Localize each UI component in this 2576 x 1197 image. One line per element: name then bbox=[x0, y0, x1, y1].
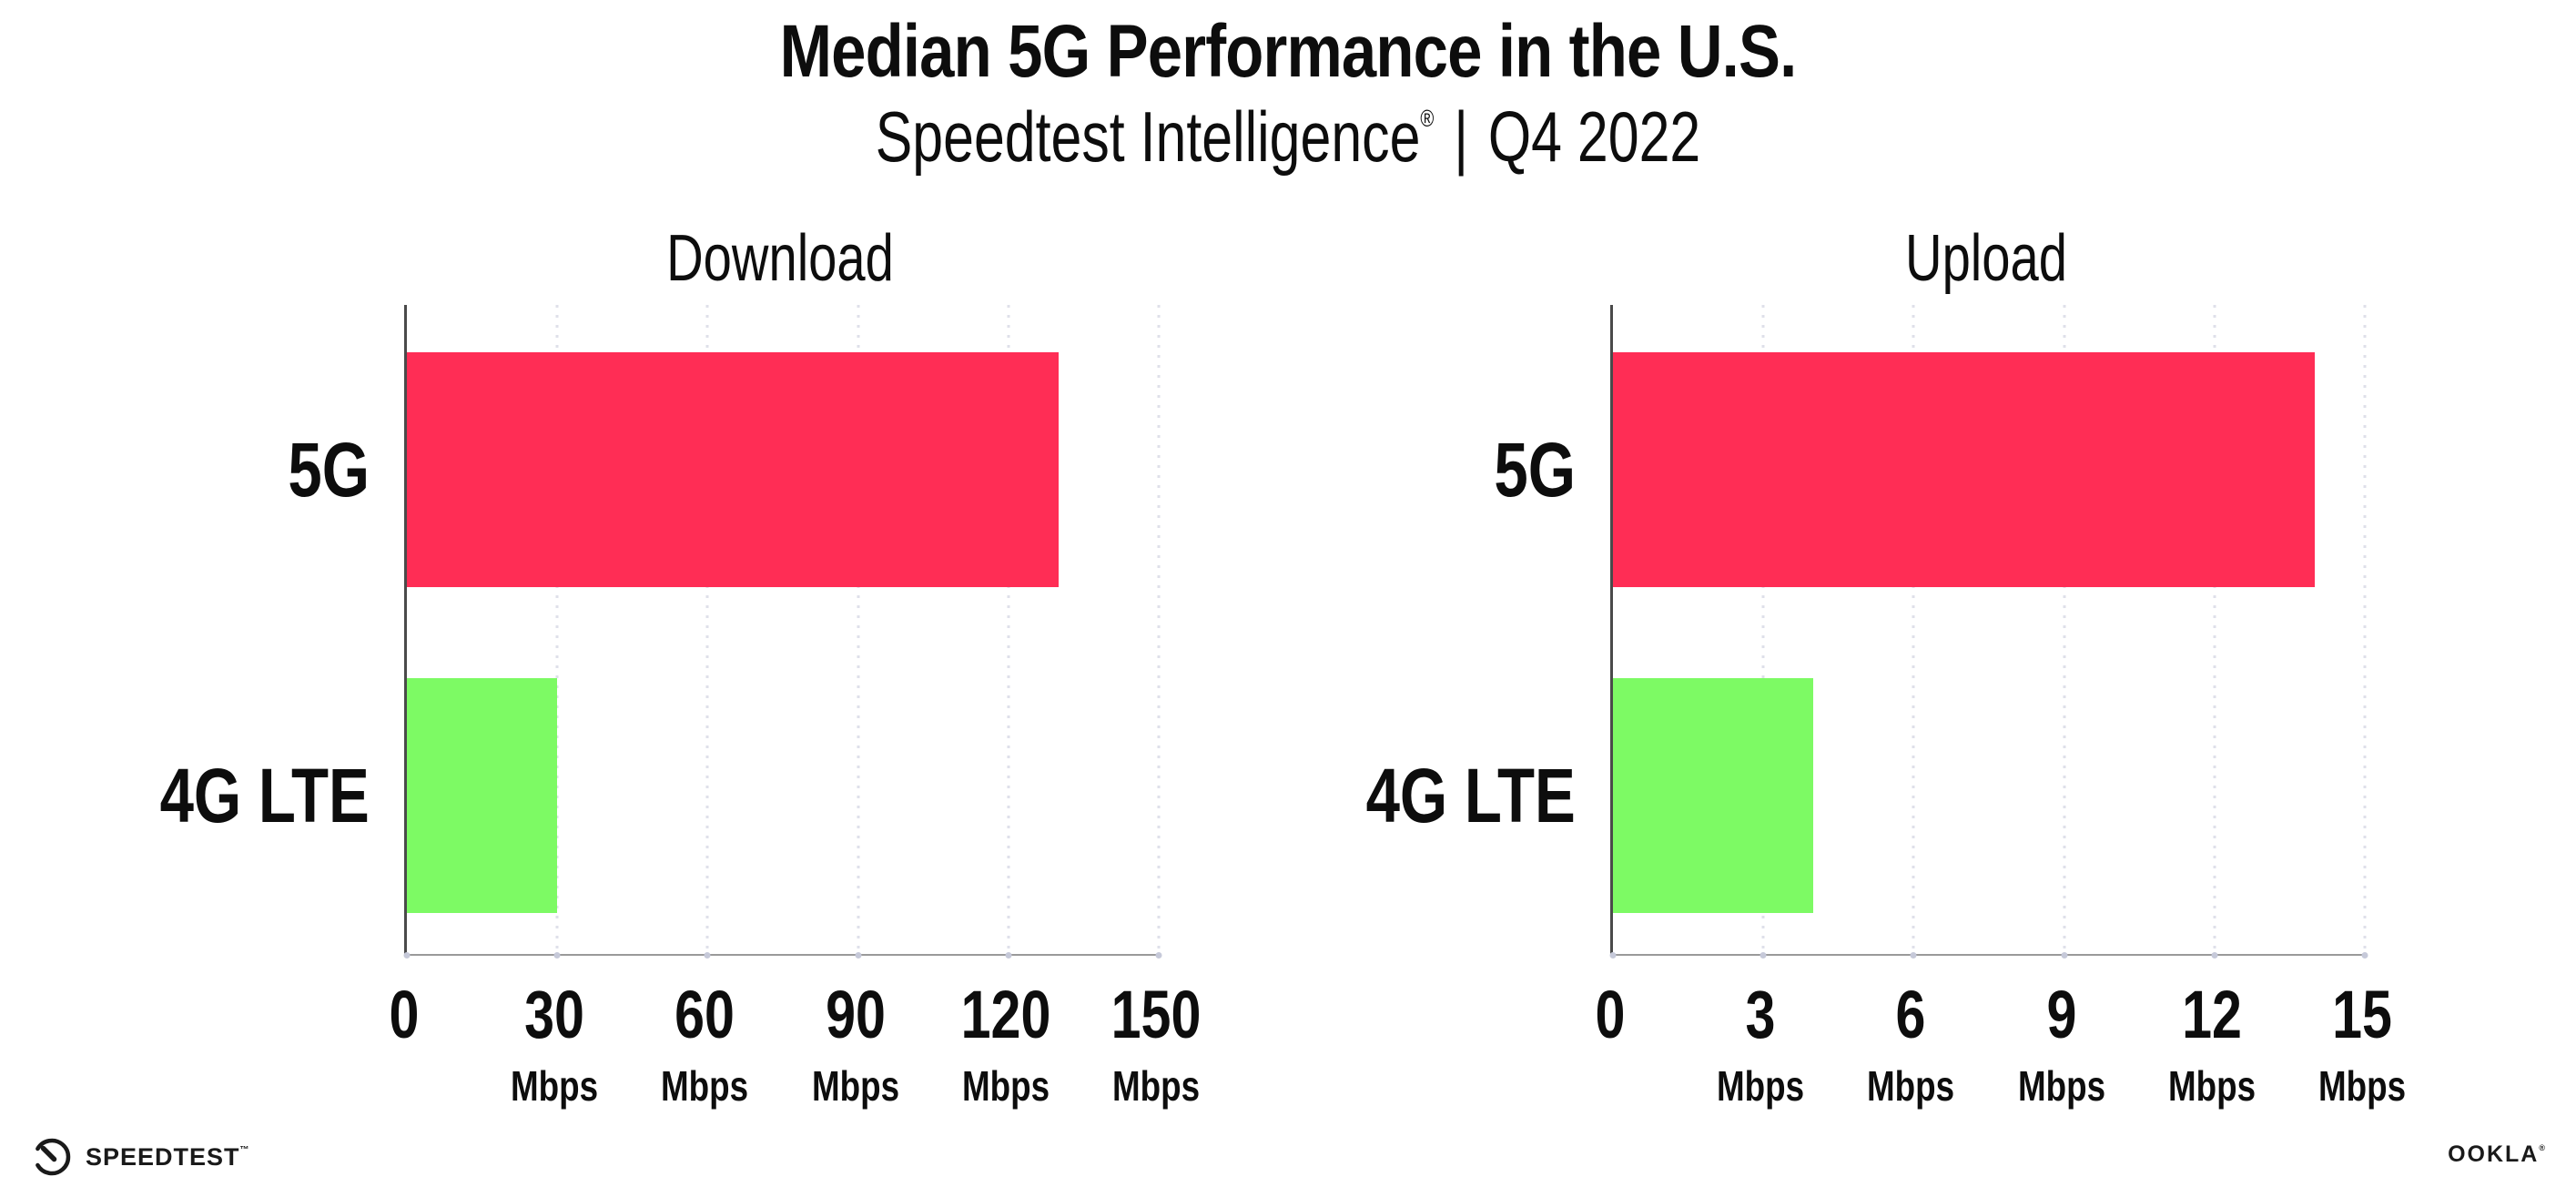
ookla-wordmark: OOKLA® bbox=[2448, 1143, 2545, 1166]
page-title: Median 5G Performance in the U.S. bbox=[779, 10, 1798, 93]
gridline bbox=[2363, 305, 2367, 954]
panel-title: Download bbox=[666, 222, 894, 295]
tick-value: 12 bbox=[2181, 977, 2242, 1052]
tick-unit: Mbps bbox=[2167, 1062, 2256, 1110]
tick-mark bbox=[855, 952, 862, 959]
tick-unit: Mbps bbox=[961, 1062, 1050, 1110]
x-tick-label: 30 Mbps bbox=[511, 977, 599, 1110]
tick-mark bbox=[1005, 952, 1012, 959]
tick-unit: Mbps bbox=[2317, 1062, 2407, 1110]
tick-mark bbox=[553, 952, 561, 959]
value-axis: 0 30 Mbps 60 Mbps 90 Mbps 120 Mbps 150 Mbps bbox=[390, 981, 1202, 1108]
upload-chart-panel: Upload 5G 4G LTE 0 3 Mbps 6 Mbps 9 Mbps 12 Mbps 15… bbox=[1206, 0, 2407, 1197]
tick-value: 0 bbox=[389, 977, 420, 1052]
tick-mark bbox=[704, 952, 711, 959]
speedtest-logo: SPEEDTEST™ bbox=[31, 1136, 249, 1178]
tick-value: 9 bbox=[2046, 977, 2077, 1052]
x-tick-label: 9 Mbps bbox=[2017, 977, 2105, 1110]
x-tick-label: 15 Mbps bbox=[2317, 977, 2407, 1110]
tick-mark bbox=[2361, 952, 2368, 959]
gridline bbox=[2213, 305, 2216, 954]
trademark-mark: ™ bbox=[239, 1144, 249, 1155]
plot-area bbox=[403, 305, 1162, 959]
x-tick-label: 0 bbox=[390, 981, 420, 1049]
gridline bbox=[1157, 305, 1161, 954]
category-label-5g: 5G bbox=[1494, 427, 1576, 512]
gridline bbox=[1007, 305, 1010, 954]
category-axis: 5G 4G LTE bbox=[0, 305, 370, 954]
gridline bbox=[555, 305, 559, 954]
tick-unit: Mbps bbox=[1717, 1062, 1805, 1110]
x-tick-label: 90 Mbps bbox=[811, 977, 899, 1110]
tick-unit: Mbps bbox=[811, 1062, 899, 1110]
tick-value: 0 bbox=[1595, 977, 1626, 1052]
gridline bbox=[1761, 305, 1765, 954]
gridline bbox=[2063, 305, 2066, 954]
gridline bbox=[1912, 305, 1915, 954]
speedtest-wordmark: SPEEDTEST™ bbox=[86, 1142, 249, 1171]
category-axis: 5G 4G LTE bbox=[1206, 305, 1576, 954]
category-label-4g-lte: 4G LTE bbox=[1365, 753, 1576, 838]
category-label-4g-lte: 4G LTE bbox=[159, 753, 370, 838]
subtitle-period: Q4 2022 bbox=[1487, 96, 1701, 177]
tick-unit: Mbps bbox=[661, 1062, 749, 1110]
speedtest-gauge-icon bbox=[35, 1138, 71, 1176]
download-chart-panel: Download 5G 4G LTE 0 30 Mbps 60 Mbps 90 Mbps 120… bbox=[0, 0, 1202, 1197]
tick-mark bbox=[1910, 952, 1917, 959]
x-tick-label: 120 Mbps bbox=[960, 977, 1051, 1110]
tick-mark bbox=[1609, 952, 1617, 959]
tick-value: 6 bbox=[1895, 977, 1926, 1052]
tick-unit: Mbps bbox=[1867, 1062, 1955, 1110]
value-axis: 0 3 Mbps 6 Mbps 9 Mbps 12 Mbps 15 Mbps bbox=[1596, 981, 2407, 1108]
tick-unit: Mbps bbox=[1111, 1062, 1201, 1110]
tick-mark bbox=[1760, 952, 1767, 959]
tick-value: 3 bbox=[1745, 977, 1776, 1052]
registered-mark: ® bbox=[1420, 105, 1435, 132]
x-tick-label: 150 Mbps bbox=[1111, 977, 1202, 1110]
registered-mark: ® bbox=[2539, 1143, 2545, 1152]
speedtest-label: SPEEDTEST bbox=[86, 1142, 240, 1171]
tick-value: 15 bbox=[2332, 977, 2392, 1052]
gridline bbox=[857, 305, 860, 954]
tick-mark bbox=[403, 952, 411, 959]
panel-title: Upload bbox=[1905, 222, 2067, 295]
plot-area bbox=[1609, 305, 2368, 959]
tick-value: 120 bbox=[960, 977, 1051, 1052]
category-label-5g: 5G bbox=[288, 427, 370, 512]
page-subtitle: Speedtest Intelligence® | Q4 2022 bbox=[283, 96, 2292, 177]
bar-4g-lte bbox=[407, 678, 558, 913]
x-tick-label: 0 bbox=[1596, 981, 1626, 1049]
subtitle-separator: | bbox=[1454, 96, 1469, 177]
x-tick-label: 60 Mbps bbox=[661, 977, 749, 1110]
tick-value: 90 bbox=[825, 977, 886, 1052]
subtitle-brand: Speedtest Intelligence bbox=[875, 96, 1421, 177]
ookla-logo: OOKLA® bbox=[2448, 1143, 2545, 1166]
bar-5g bbox=[1613, 352, 2315, 587]
gridline bbox=[705, 305, 709, 954]
tick-mark bbox=[1155, 952, 1162, 959]
tick-unit: Mbps bbox=[2017, 1062, 2105, 1110]
tick-value: 60 bbox=[674, 977, 735, 1052]
tick-mark bbox=[2061, 952, 2068, 959]
tick-value: 30 bbox=[524, 977, 585, 1052]
bar-5g bbox=[407, 352, 1059, 587]
x-tick-label: 6 Mbps bbox=[1867, 977, 1955, 1110]
bar-4g-lte bbox=[1613, 678, 1814, 913]
ookla-label: OOKLA bbox=[2448, 1141, 2540, 1167]
tick-value: 150 bbox=[1111, 977, 1202, 1052]
x-tick-label: 12 Mbps bbox=[2167, 977, 2256, 1110]
tick-mark bbox=[2211, 952, 2218, 959]
tick-unit: Mbps bbox=[511, 1062, 599, 1110]
x-tick-label: 3 Mbps bbox=[1717, 977, 1805, 1110]
